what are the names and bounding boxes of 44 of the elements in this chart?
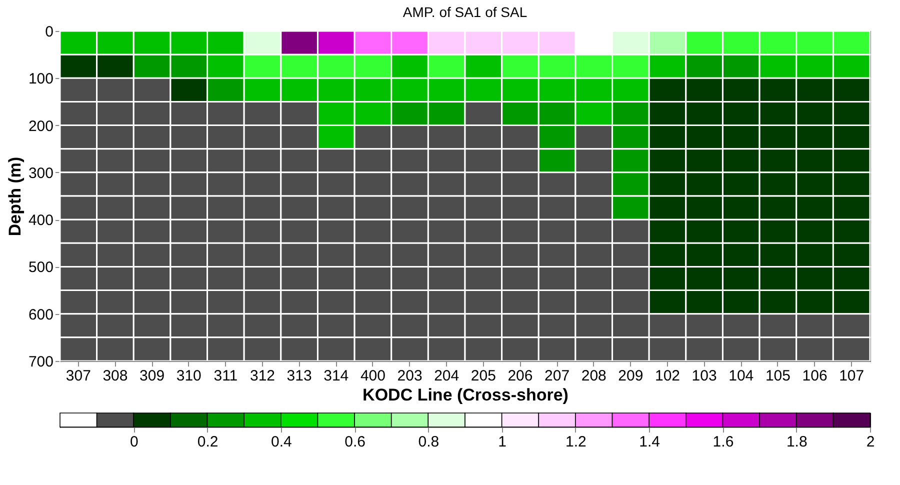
- color-bar-label: 1.2: [566, 434, 586, 450]
- color-bar-label: 0.4: [270, 434, 292, 450]
- y-tick-label: 500: [28, 259, 54, 276]
- x-tick-label: 103: [692, 368, 717, 384]
- x-tick-label: 107: [839, 368, 864, 384]
- x-tick-label: 400: [360, 368, 386, 384]
- x-tick-label: 312: [250, 368, 276, 384]
- color-bar-label: 1.4: [639, 434, 660, 450]
- y-axis-title: Depth (m): [5, 156, 24, 236]
- color-bar-label: 1: [498, 434, 506, 450]
- color-bar-label: 0.2: [197, 434, 218, 450]
- y-tick-label: 100: [28, 70, 54, 88]
- x-tick-label: 309: [140, 368, 165, 384]
- x-tick-label: 102: [654, 368, 680, 384]
- x-tick-label: 209: [618, 368, 644, 384]
- x-tick-label: 104: [728, 368, 754, 384]
- x-axis-title: KODC Line (Cross-shore): [362, 386, 568, 404]
- x-tick-label: 203: [397, 368, 422, 384]
- y-tick-label: 200: [28, 118, 54, 135]
- color-bar-label: 0.6: [344, 434, 366, 450]
- x-tick-label: 313: [286, 368, 312, 384]
- x-tick-label: 204: [434, 368, 460, 384]
- x-tick-label: 307: [66, 368, 91, 384]
- x-tick-label: 308: [102, 368, 128, 384]
- color-bar-label: 0.8: [418, 434, 440, 450]
- y-tick-label: 400: [28, 212, 54, 230]
- x-tick-label: 208: [581, 368, 606, 384]
- color-bar-label: 1.8: [786, 434, 808, 450]
- color-bar-label: 1.6: [712, 434, 734, 450]
- x-tick-label: 314: [324, 368, 349, 384]
- x-tick-label: 206: [508, 368, 533, 384]
- y-tick-label: 700: [28, 354, 54, 370]
- y-tick-label: 300: [28, 164, 54, 182]
- x-tick-label: 106: [802, 368, 828, 384]
- x-tick-label: 205: [470, 368, 496, 384]
- y-tick-label: 0: [45, 24, 54, 40]
- x-tick-label: 311: [214, 368, 238, 384]
- y-tick-label: 600: [28, 306, 54, 324]
- x-tick-label: 207: [544, 368, 570, 384]
- x-tick-label: 310: [176, 368, 202, 384]
- color-bar-label: 2: [866, 434, 875, 450]
- x-tick-label: 105: [765, 368, 790, 384]
- chart-title: AMP. of SA1 of SAL: [402, 4, 528, 20]
- color-bar-label: 0: [130, 434, 138, 450]
